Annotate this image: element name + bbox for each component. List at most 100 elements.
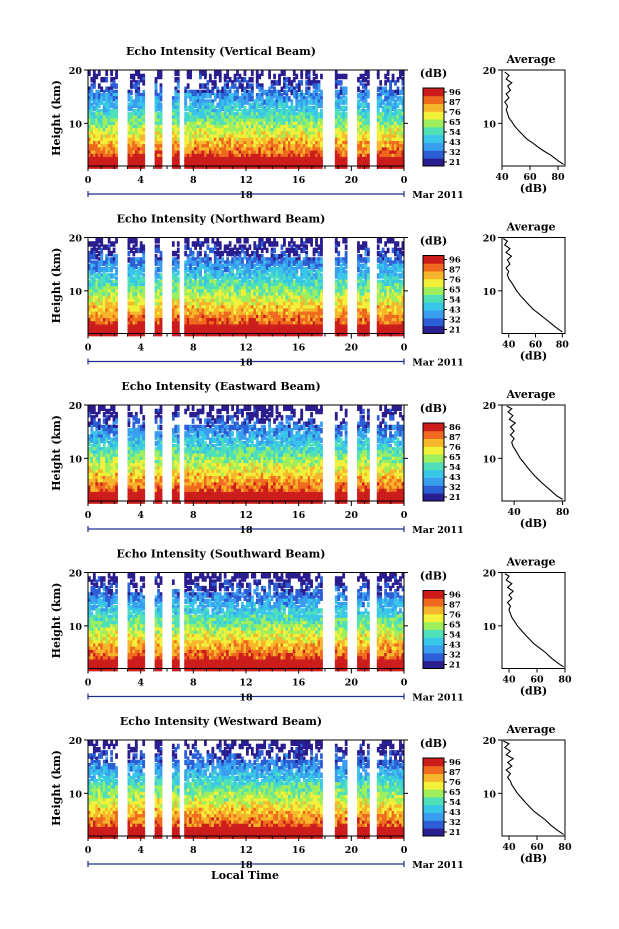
colorbar-tick-label: 54 [449, 631, 461, 641]
y-tick-label: 20 [69, 569, 83, 580]
colorbar-tick-label: 21 [449, 828, 461, 838]
colorbar-segment [423, 606, 444, 615]
colorbar-unit: (dB) [420, 402, 447, 415]
panel-2: Echo Intensity (Northward Beam) Average He… [50, 213, 569, 369]
colorbar-tick-label: 21 [449, 158, 461, 168]
profile-y-tick-label: 20 [483, 401, 497, 412]
profile-y-tick-label: 10 [483, 454, 497, 465]
colorbar-segment [423, 804, 444, 813]
average-profile-line [504, 573, 564, 668]
colorbar-segment [423, 789, 444, 798]
x-tick-label: 12 [239, 845, 252, 856]
colorbar-tick-label: 86 [449, 423, 461, 433]
x-tick-label: 0 [401, 510, 408, 521]
profile-x-tick-label: 40 [502, 675, 516, 686]
x-tick-label: 12 [239, 343, 252, 354]
day-label: 18 [239, 860, 253, 871]
x-tick-label: 0 [85, 343, 92, 354]
colorbar-segment [423, 828, 444, 837]
colorbar-segment [423, 103, 444, 112]
x-tick-label: 20 [345, 678, 359, 689]
colorbar-segment [423, 637, 444, 646]
panel-4: Echo Intensity (Southward Beam) Average He… [50, 548, 572, 704]
profile-x-tick-label: 80 [556, 507, 570, 518]
profile-x-axis-label: (dB) [520, 350, 547, 363]
colorbar-segment [423, 660, 444, 669]
y-tick-label: 20 [69, 401, 83, 412]
colorbar-tick-label: 96 [449, 591, 461, 601]
colorbar-tick-label: 32 [449, 483, 461, 493]
colorbar-tick-label: 32 [449, 148, 461, 158]
colorbar-segment [423, 134, 444, 143]
average-title: Average [505, 556, 555, 569]
colorbar-tick-label: 65 [449, 788, 461, 798]
profile-x-tick-label: 40 [507, 507, 521, 518]
average-title: Average [505, 388, 555, 401]
day-label: 18 [239, 525, 253, 536]
colorbar-segment [423, 310, 444, 319]
x-tick-label: 0 [85, 510, 92, 521]
colorbar-segment [423, 797, 444, 806]
colorbar-tick-label: 43 [449, 473, 461, 483]
y-tick-label: 20 [69, 234, 83, 245]
average-profile-line [503, 740, 564, 835]
x-tick-label: 0 [85, 845, 92, 856]
colorbar-segment [423, 652, 444, 662]
profile-y-tick-label: 20 [483, 234, 497, 245]
colorbar-tick-label: 65 [449, 453, 461, 463]
colorbar-tick-label: 32 [449, 316, 461, 326]
profile-y-tick-label: 10 [483, 622, 497, 633]
colorbar-tick-label: 76 [449, 276, 461, 286]
x-tick-label: 0 [85, 678, 92, 689]
x-tick-label: 16 [292, 175, 306, 186]
colorbar-segment [423, 621, 444, 630]
x-tick-label: 4 [137, 510, 144, 521]
height-axis-label: Height (km) [50, 750, 63, 826]
colorbar-tick-label: 76 [449, 108, 461, 118]
profile-x-tick-label: 60 [530, 842, 544, 853]
x-tick-label: 16 [292, 343, 306, 354]
colorbar-segment [423, 423, 444, 432]
x-tick-label: 8 [190, 678, 197, 689]
colorbar-segment [423, 142, 444, 151]
y-tick-label: 10 [69, 622, 83, 633]
average-frame [501, 739, 566, 837]
x-tick-label: 20 [345, 510, 359, 521]
average-title: Average [505, 723, 555, 736]
profile-x-axis-label: (dB) [520, 517, 547, 530]
profile-y-tick-label: 20 [483, 66, 497, 77]
colorbar-segment [423, 469, 444, 478]
profile-y-tick-label: 20 [483, 569, 497, 580]
profile-x-tick-label: 60 [523, 172, 537, 183]
profile-y-tick-label: 10 [483, 789, 497, 800]
colorbar-segment [423, 477, 444, 486]
colorbar-tick-label: 54 [449, 296, 461, 306]
x-tick-label: 20 [345, 343, 359, 354]
colorbar-tick-label: 32 [449, 651, 461, 661]
colorbar-unit: (dB) [420, 570, 447, 583]
colorbar-tick-label: 76 [449, 611, 461, 621]
colorbar-tick-label: 43 [449, 306, 461, 316]
colorbar-segment [423, 598, 444, 607]
colorbar-tick-label: 87 [449, 768, 461, 778]
colorbar-segment [423, 590, 444, 599]
colorbar-tick-label: 54 [449, 463, 461, 473]
y-tick-label: 20 [69, 736, 83, 747]
colorbar-segment [423, 781, 444, 790]
x-tick-label: 0 [401, 845, 408, 856]
x-tick-label: 4 [137, 845, 144, 856]
x-tick-label: 8 [190, 845, 197, 856]
colorbar-segment [423, 820, 444, 829]
average-frame [501, 237, 566, 334]
profile-x-tick-label: 40 [502, 842, 516, 853]
colorbar-segment [423, 765, 444, 774]
colorbar-segment [423, 454, 444, 463]
colorbar-tick-label: 43 [449, 138, 461, 148]
height-axis-label: Height (km) [50, 248, 63, 324]
colorbar-tick-label: 96 [449, 758, 461, 768]
colorbar-segment [423, 629, 444, 638]
colorbar-segment [423, 111, 444, 120]
x-tick-label: 8 [190, 343, 197, 354]
colorbar-tick-label: 96 [449, 88, 461, 98]
colorbar-frame [422, 590, 445, 669]
